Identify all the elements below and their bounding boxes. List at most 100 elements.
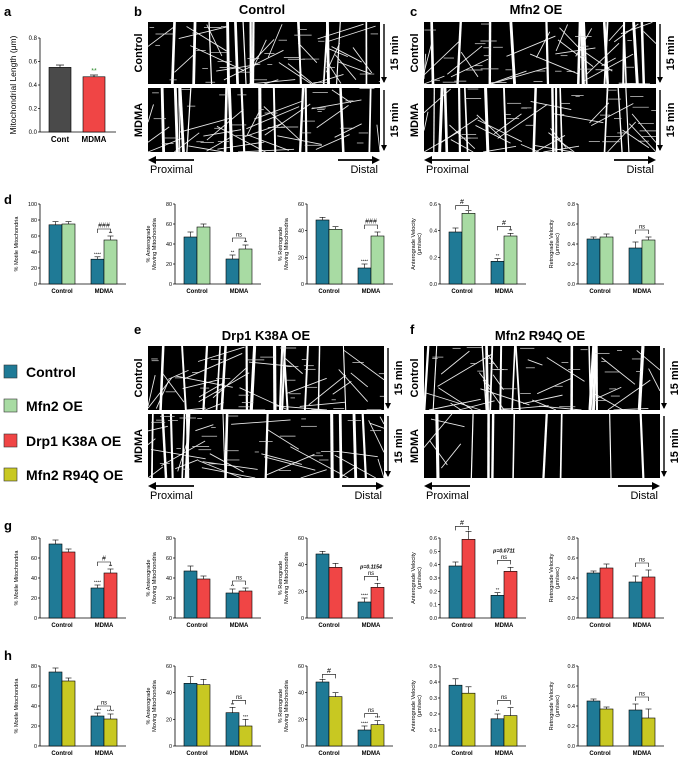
moving-track: [430, 418, 465, 428]
bracket-label: ns: [236, 576, 242, 582]
category-label: MDMA: [230, 623, 249, 629]
stationary-track: [325, 21, 330, 85]
moving-track: [147, 137, 184, 153]
moving-track: [264, 103, 311, 136]
stationary-track: [542, 413, 548, 479]
stationary-track: [220, 345, 227, 411]
stationary-track: [430, 21, 435, 85]
bar: [183, 570, 198, 619]
bar: [183, 236, 198, 285]
y-tick-label: 0: [169, 616, 172, 622]
bar: [448, 565, 463, 619]
bar: [357, 729, 372, 747]
moving-track: [483, 145, 517, 153]
moving-track: [150, 448, 206, 460]
significance-bracket: [364, 224, 378, 229]
panel-letter-f: f: [410, 322, 415, 337]
moving-track: [204, 402, 224, 411]
moving-track: [203, 129, 242, 137]
bar: [599, 708, 614, 747]
y-tick-label: 0.6: [568, 222, 576, 228]
stationary-track: [361, 413, 367, 479]
y-axis-label: Moving Mitochondria: [284, 551, 290, 604]
bar: [196, 684, 211, 747]
bar: [357, 267, 372, 285]
y-tick-label: 20: [31, 724, 37, 730]
bar: [315, 681, 330, 747]
category-label: MDMA: [495, 751, 514, 757]
chart-d2: 0 20 40 60 80 % Anterograde Moving Mitochondri…: [146, 202, 261, 295]
kymograph-c-mdma: [423, 87, 657, 153]
y-tick-label: 20: [31, 266, 37, 272]
category-label: MDMA: [633, 751, 652, 757]
chart-h3: 0 20 40 60 % Retrograde Moving Mitochondria Co…: [278, 664, 393, 757]
moving-track: [458, 400, 495, 411]
bar: [328, 567, 343, 619]
y-axis-label: (μm/sec): [555, 233, 561, 255]
y-axis-label: Retrograde Velocity: [549, 553, 555, 602]
chart-h4: 0.0 0.1 0.2 0.3 0.4 0.5 Anterograde Velocity (μ…: [411, 664, 526, 757]
moving-track: [325, 46, 348, 58]
category-label: Control: [186, 751, 208, 757]
stationary-track: [173, 87, 179, 153]
y-tick-label: 40: [31, 250, 37, 256]
bracket-label: ns: [236, 233, 242, 239]
moving-track: [477, 119, 522, 142]
legend-swatch-drp1: [3, 433, 18, 448]
category-label: MDMA: [95, 751, 114, 757]
proximal-arrow-head: [424, 156, 432, 164]
category-label: Control: [451, 623, 473, 629]
moving-track: [532, 144, 573, 153]
moving-track: [147, 104, 154, 123]
moving-track: [480, 388, 530, 406]
bar: [238, 590, 253, 619]
legend-label-control: Control: [26, 364, 76, 380]
y-tick-label: 20: [166, 596, 172, 602]
bracket-label: ns: [101, 701, 107, 707]
y-tick-label: 60: [31, 556, 37, 562]
y-tick-label: 0.8: [29, 36, 38, 42]
y-tick-label: 0: [301, 282, 304, 288]
moving-track: [182, 379, 219, 390]
category-label: Control: [51, 289, 73, 295]
category-label: Control: [451, 751, 473, 757]
moving-track: [147, 466, 164, 479]
legend-label-r94q: Mfn2 R94Q OE: [26, 467, 123, 483]
moving-track: [557, 39, 594, 68]
moving-track: [247, 134, 290, 151]
chart-h2: 0 20 40 60 % Anterograde Moving Mitochondria C…: [146, 664, 261, 757]
moving-track: [290, 446, 349, 479]
y-tick-label: 60: [166, 664, 172, 670]
moving-track: [583, 53, 634, 82]
kymograph-background: [424, 346, 660, 410]
significance-bracket: [635, 696, 649, 701]
stationary-track: [489, 345, 494, 411]
moving-track: [249, 39, 275, 66]
panel-c-title: Mfn2 OE: [510, 2, 563, 17]
stationary-track: [192, 21, 197, 85]
y-tick-label: 20: [31, 596, 37, 602]
kymograph-e-control: [147, 345, 385, 411]
bar: [503, 571, 518, 619]
y-tick-label: 0: [34, 744, 37, 750]
row-label-b-mdma: MDMA: [133, 103, 145, 137]
y-axis-label: % Retrograde: [278, 689, 284, 724]
moving-track: [589, 102, 610, 124]
moving-track: [332, 380, 352, 395]
moving-track: [352, 47, 373, 74]
y-tick-label: 0.2: [568, 262, 576, 268]
y-tick-label: 60: [166, 556, 172, 562]
y-tick-label: 80: [166, 202, 172, 208]
moving-track: [299, 401, 346, 407]
moving-track: [492, 374, 504, 391]
significance-bracket: [497, 560, 511, 565]
bracket-label: ns: [639, 558, 645, 564]
moving-track: [334, 454, 377, 479]
proximal-label: Proximal: [150, 490, 193, 502]
stationary-track: [559, 87, 563, 153]
moving-track: [147, 126, 170, 143]
distal-arrow-head: [648, 156, 656, 164]
bar: [225, 258, 240, 285]
moving-track: [246, 108, 261, 137]
